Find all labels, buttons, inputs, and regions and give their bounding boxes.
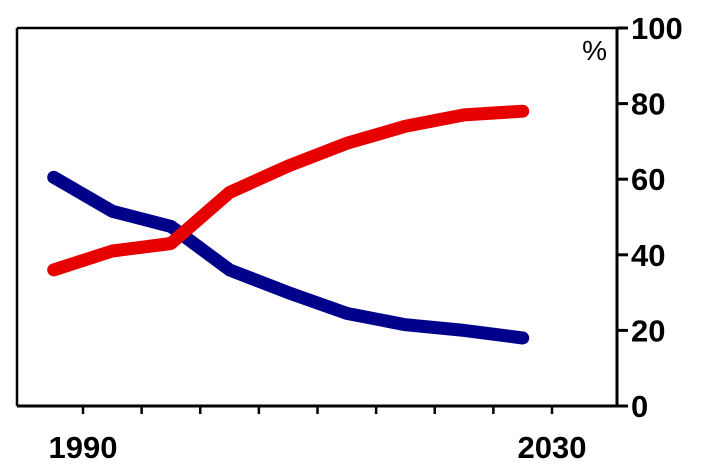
y-tick-label: 80 [631,87,665,122]
y-tick-label: 60 [631,162,665,197]
x-tick-label: 1990 [49,430,118,465]
y-tick-label: 100 [631,11,683,46]
x-tick-label: 2030 [518,430,587,465]
y-tick-label: 40 [631,238,665,273]
axes-layer: 0 20 40 60 80 100 1990 2030 [15,11,683,465]
series-layer [47,104,530,345]
series-line-1 [47,170,530,345]
y-tick-label: 0 [631,389,648,424]
series-line-2 [47,104,530,277]
y-tick-label: 20 [631,313,665,348]
y-unit-label: % [582,35,607,66]
